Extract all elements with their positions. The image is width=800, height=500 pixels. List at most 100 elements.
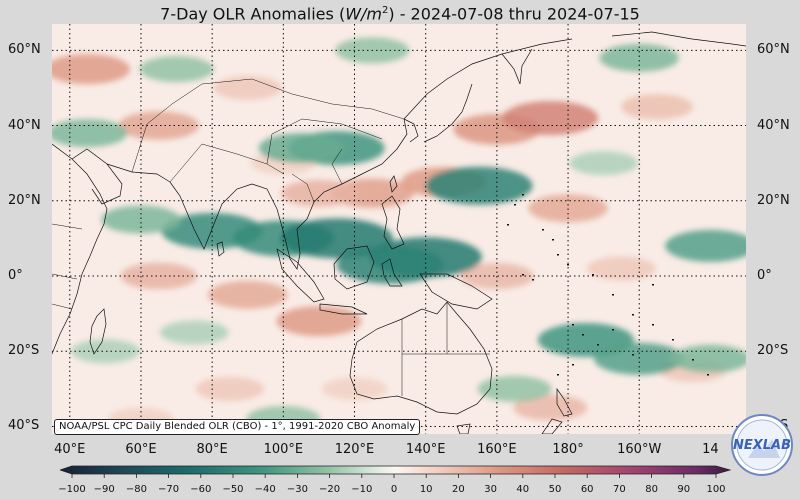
colorbar-label-8: −20	[319, 484, 341, 495]
lon-label-5: 140°E	[405, 442, 446, 457]
coast-madagascar	[89, 308, 107, 355]
colorbar	[60, 465, 732, 478]
anomaly-cell-36	[52, 119, 128, 148]
pacific-islands	[507, 194, 709, 376]
island-19	[557, 374, 559, 376]
lon-label-3: 100°E	[263, 442, 304, 457]
anomaly-cell-1	[502, 101, 599, 136]
island-12	[542, 229, 544, 231]
nexlab-logo: NEXLAB	[730, 413, 794, 477]
colorbar-label-11: 10	[419, 484, 433, 495]
anomaly-cell-32	[670, 344, 746, 373]
island-13	[552, 239, 554, 241]
anomaly-cell-8	[621, 94, 693, 120]
coast-newzealand-south	[541, 418, 563, 434]
anomaly-cell-9	[213, 75, 282, 100]
colorbar-label-4: −60	[190, 484, 212, 495]
colorbar-label-7: −30	[286, 484, 308, 495]
borders-australia	[401, 302, 490, 396]
coast-srilanka	[216, 241, 225, 257]
anomaly-cell-16	[513, 394, 588, 421]
anomaly-cell-31	[593, 342, 685, 375]
lat-label-right-4: 20°S	[757, 343, 789, 359]
anomaly-cell-5	[280, 179, 358, 207]
colorbar-label-5: −50	[222, 484, 244, 495]
anomaly-cell-39	[160, 320, 229, 345]
borders-africa	[52, 223, 83, 310]
lon-label-4: 120°E	[334, 442, 375, 457]
logo-text: NEXLAB	[733, 438, 791, 453]
island-9	[557, 254, 559, 256]
borders-asia	[131, 78, 405, 203]
colorbar-label-2: −80	[125, 484, 147, 495]
anomaly-cell-15	[587, 256, 656, 281]
lon-label-8: 160°W	[617, 442, 662, 457]
lat-label-left-1: 40°N	[8, 117, 41, 133]
coast-alaska	[611, 31, 746, 47]
island-7	[652, 324, 654, 326]
colorbar-label-17: 70	[613, 484, 626, 495]
lat-label-right-2: 20°N	[757, 192, 790, 208]
anomaly-cell-13	[276, 306, 362, 337]
colorbar-label-9: −10	[351, 484, 373, 495]
colorbar-label-3: −70	[158, 484, 180, 495]
island-6	[632, 314, 634, 316]
island-8	[672, 339, 674, 341]
lat-label-right-1: 40°N	[757, 117, 790, 133]
island-0	[522, 274, 524, 276]
island-22	[522, 194, 524, 196]
lat-label-right-3: 0°	[757, 268, 772, 284]
island-11	[592, 274, 594, 276]
lat-label-right-0: 60°N	[757, 42, 790, 58]
coast-iran	[106, 163, 171, 183]
coast-taiwan	[389, 175, 398, 193]
coast-arabia	[71, 148, 123, 205]
lat-label-left-0: 60°N	[8, 42, 41, 58]
lat-label-left-3: 0°	[8, 268, 23, 284]
island-1	[532, 279, 534, 281]
olr-anomaly-map[interactable]	[52, 24, 746, 434]
coast-kamchatka	[501, 48, 533, 85]
anomaly-cell-28	[258, 133, 344, 164]
anomaly-cell-25	[336, 245, 444, 284]
anomaly-cell-37	[139, 56, 214, 83]
colorbar-label-6: −40	[254, 484, 276, 495]
island-18	[572, 364, 574, 366]
anomaly-cell-26	[425, 166, 533, 205]
island-14	[507, 224, 509, 226]
lon-label-0: 40°E	[54, 442, 86, 457]
island-5	[612, 329, 614, 331]
anomaly-cell-41	[477, 375, 552, 402]
anomaly-cell-40	[71, 339, 140, 364]
colorbar-label-18: 80	[645, 484, 658, 495]
island-21	[652, 284, 654, 286]
colorbar-label-20: 100	[706, 484, 726, 495]
island-2	[572, 324, 574, 326]
coast-sumatra	[276, 248, 325, 303]
island-3	[582, 334, 584, 336]
colorbar-label-10: 0	[390, 484, 398, 495]
anomaly-cell-7	[52, 54, 131, 85]
colorbar-label-14: 40	[516, 484, 530, 495]
lon-label-7: 180°	[552, 442, 584, 457]
island-16	[692, 359, 694, 361]
island-4	[597, 344, 599, 346]
anomaly-cell-4	[528, 194, 608, 223]
colorbar-label-15: 50	[548, 484, 562, 495]
colorbar-label-1: −90	[93, 484, 115, 495]
anomaly-cell-42	[569, 151, 638, 176]
island-17	[707, 374, 709, 376]
island-15	[632, 354, 634, 356]
colorbar-label-12: 20	[452, 484, 465, 495]
lat-label-left-2: 20°N	[8, 192, 41, 208]
coast-russia	[403, 38, 573, 120]
lon-label-9: 14	[702, 442, 719, 457]
anomaly-cell-2	[330, 178, 414, 208]
island-20	[612, 294, 614, 296]
coast-seasia	[251, 118, 408, 270]
coast-java	[319, 303, 368, 315]
lat-label-left-4: 20°S	[8, 343, 40, 359]
anomaly-cell-34	[599, 43, 679, 72]
anomaly-cell-29	[101, 205, 181, 234]
island-10	[567, 264, 569, 266]
